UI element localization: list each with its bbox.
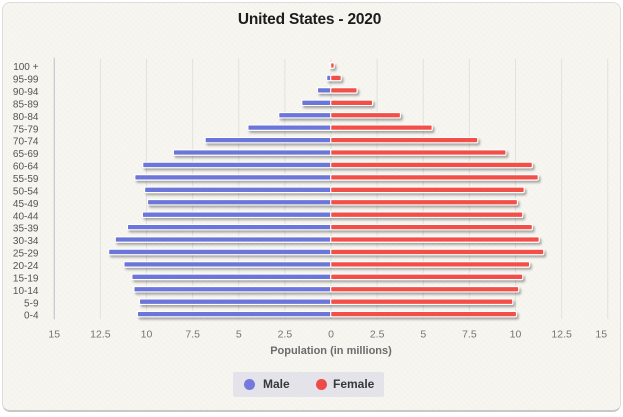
svg-text:2.5: 2.5 (278, 329, 293, 341)
svg-text:70-74: 70-74 (13, 137, 39, 148)
svg-text:50-54: 50-54 (13, 186, 39, 197)
svg-text:15: 15 (595, 329, 607, 341)
svg-text:45-49: 45-49 (13, 199, 39, 210)
svg-text:85-89: 85-89 (13, 99, 39, 110)
svg-text:10: 10 (510, 329, 522, 341)
svg-text:40-44: 40-44 (13, 211, 39, 222)
svg-text:95-99: 95-99 (13, 75, 39, 86)
svg-text:5-9: 5-9 (24, 298, 39, 309)
svg-text:35-39: 35-39 (13, 224, 39, 235)
svg-text:15-19: 15-19 (13, 273, 39, 284)
svg-text:20-24: 20-24 (13, 261, 39, 272)
svg-text:65-69: 65-69 (13, 149, 39, 160)
svg-text:0-4: 0-4 (24, 311, 39, 322)
svg-text:7.5: 7.5 (462, 329, 477, 341)
svg-text:5: 5 (236, 329, 242, 341)
svg-text:10-14: 10-14 (13, 286, 39, 297)
svg-text:30-34: 30-34 (13, 236, 39, 247)
svg-text:Population (in millions): Population (in millions) (270, 345, 392, 357)
svg-text:15: 15 (48, 329, 60, 341)
svg-text:80-84: 80-84 (13, 112, 39, 123)
svg-text:2.5: 2.5 (370, 329, 385, 341)
svg-text:12.5: 12.5 (551, 329, 572, 341)
svg-text:55-59: 55-59 (13, 174, 39, 185)
svg-text:7.5: 7.5 (185, 329, 200, 341)
svg-text:10: 10 (141, 329, 153, 341)
svg-text:25-29: 25-29 (13, 249, 39, 260)
svg-text:12.5: 12.5 (90, 329, 111, 341)
svg-text:60-64: 60-64 (13, 162, 39, 173)
svg-text:5: 5 (420, 329, 426, 341)
svg-text:100 +: 100 + (13, 62, 38, 73)
svg-text:75-79: 75-79 (13, 124, 39, 135)
svg-text:90-94: 90-94 (13, 87, 39, 98)
svg-text:0: 0 (328, 329, 334, 341)
